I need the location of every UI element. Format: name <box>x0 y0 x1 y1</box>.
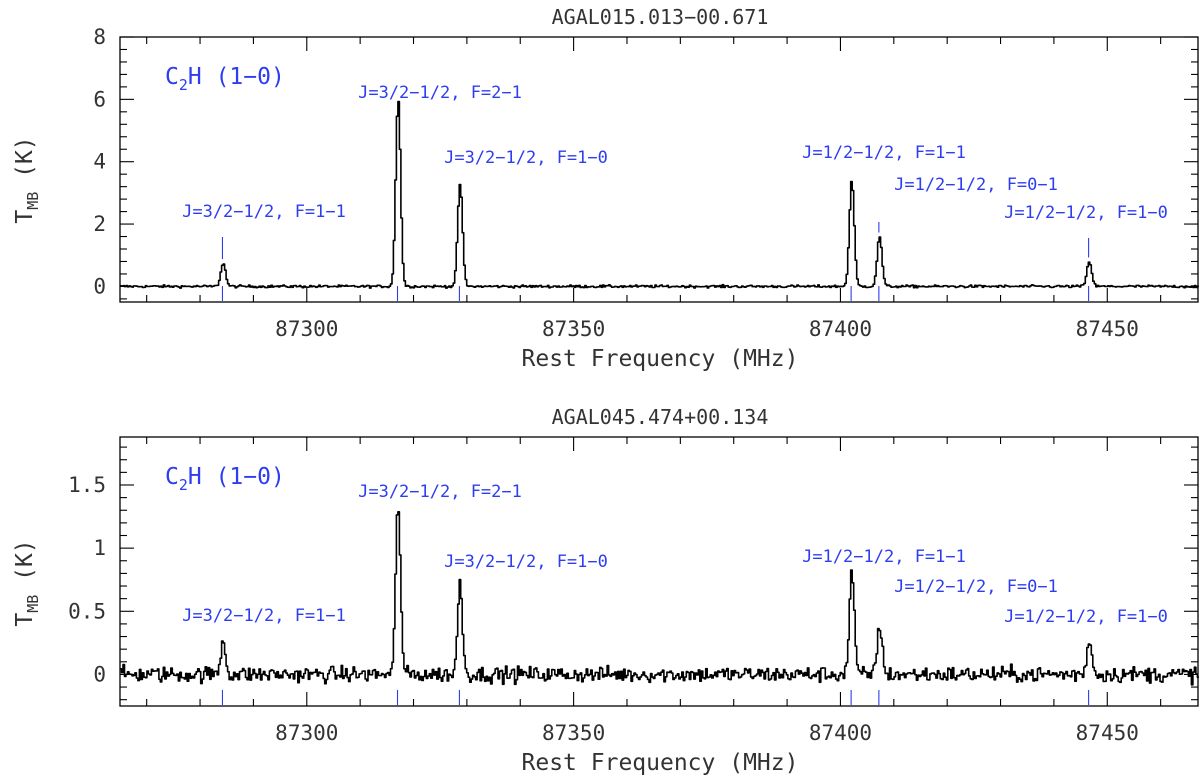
x-tick-label: 87300 <box>275 317 338 341</box>
transition-label: J=1/2−1/2, F=1−1 <box>802 143 966 163</box>
x-tick-label: 87450 <box>1076 317 1139 341</box>
x-tick-label: 87350 <box>542 317 605 341</box>
spectrum-trace <box>120 511 1199 686</box>
y-axis-title: TMB (K) <box>12 539 42 626</box>
transition-label: J=3/2−1/2, F=2−1 <box>358 83 522 103</box>
y-tick-label: 0 <box>93 662 106 686</box>
y-tick-label: 2 <box>93 212 106 236</box>
species-label: C2H (1−0) <box>165 464 285 494</box>
transition-label: J=3/2−1/2, F=2−1 <box>358 482 522 502</box>
panel-title: AGAL045.474+00.134 <box>552 405 769 429</box>
y-tick-label: 0.5 <box>68 599 106 623</box>
plot-frame <box>119 436 1199 707</box>
plot-frame <box>119 36 1199 303</box>
plot-marks <box>119 436 1199 707</box>
svg-text:TMB (K): TMB (K) <box>12 136 42 223</box>
transition-label: J=1/2−1/2, F=1−0 <box>1004 203 1168 223</box>
x-tick-label: 87450 <box>1076 721 1139 745</box>
x-tick-label: 87350 <box>542 721 605 745</box>
transition-label: J=3/2−1/2, F=1−1 <box>182 202 346 222</box>
y-tick-label: 0 <box>93 274 106 298</box>
transition-label: J=1/2−1/2, F=1−0 <box>1004 607 1168 627</box>
svg-text:C2H (1−0): C2H (1−0) <box>165 464 285 494</box>
plot-marks <box>119 36 1199 303</box>
panel-title: AGAL015.013−00.671 <box>552 5 769 29</box>
spectrum-trace <box>120 100 1199 289</box>
svg-text:C2H (1−0): C2H (1−0) <box>165 64 285 94</box>
panel-agal045: AGAL045.474+00.134 C2H (1−0) TMB (K) Res… <box>12 405 1199 776</box>
transition-label: J=1/2−1/2, F=0−1 <box>894 175 1058 195</box>
transition-label: J=3/2−1/2, F=1−0 <box>444 148 608 168</box>
y-tick-label: 6 <box>93 87 106 111</box>
x-tick-label: 87400 <box>809 317 872 341</box>
panel-agal015: AGAL015.013−00.671 C2H (1−0) TMB (K) Res… <box>12 5 1199 372</box>
transition-label: J=1/2−1/2, F=0−1 <box>894 577 1058 597</box>
species-label: C2H (1−0) <box>165 64 285 94</box>
transition-label: J=3/2−1/2, F=1−1 <box>182 606 346 626</box>
y-tick-label: 8 <box>93 25 106 49</box>
x-tick-label: 87400 <box>809 721 872 745</box>
x-axis-title: Rest Frequency (MHz) <box>522 346 799 372</box>
transition-label: J=3/2−1/2, F=1−0 <box>444 552 608 572</box>
y-tick-label: 1.5 <box>68 473 106 497</box>
y-tick-label: 4 <box>93 150 106 174</box>
y-axis-title: TMB (K) <box>12 136 42 223</box>
x-axis-title: Rest Frequency (MHz) <box>522 750 799 776</box>
transition-label: J=1/2−1/2, F=1−1 <box>802 547 966 567</box>
y-tick-label: 1 <box>93 536 106 560</box>
x-tick-label: 87300 <box>275 721 338 745</box>
svg-text:TMB (K): TMB (K) <box>12 539 42 626</box>
